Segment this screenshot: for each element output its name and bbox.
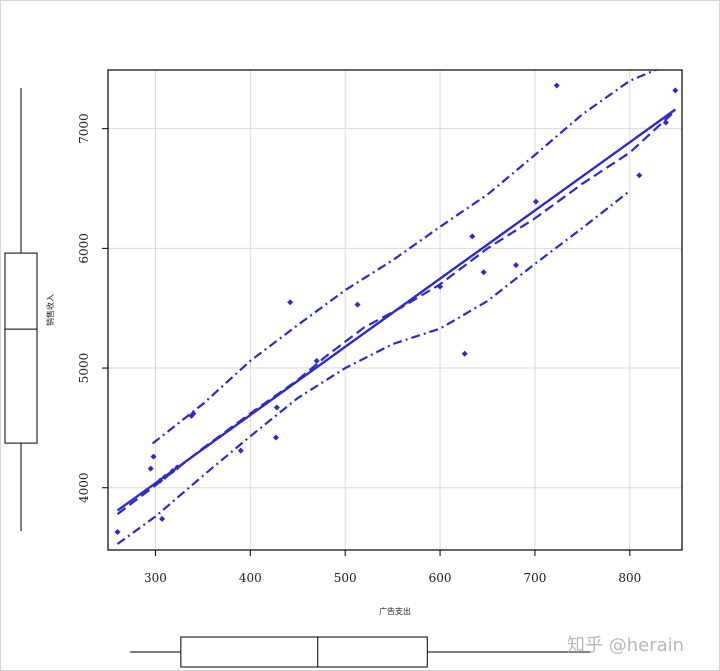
smooth-curve [116, 109, 677, 515]
confidence-bands [116, 70, 659, 545]
y-tick-label: 5000 [77, 353, 91, 384]
x-boxplot-box [180, 636, 428, 668]
data-point [437, 283, 444, 290]
x-tick-label: 700 [523, 571, 546, 585]
data-point [272, 434, 279, 441]
fit-line [116, 108, 677, 512]
data-point [461, 350, 468, 357]
data-point [169, 467, 176, 474]
data-point [636, 172, 643, 179]
data-point [157, 477, 164, 484]
y-tick-label: 4000 [77, 472, 91, 503]
x-tick-label: 400 [239, 571, 262, 585]
regression-line [116, 108, 677, 512]
data-point [553, 82, 560, 89]
y-axis-label: 销售收入 [45, 294, 55, 326]
data-point [313, 357, 320, 364]
upper-band-line [151, 70, 659, 445]
data-point [287, 299, 294, 306]
y-axis-ticks: 4000 5000 6000 7000 [77, 113, 108, 503]
data-point [174, 464, 181, 471]
data-point [532, 198, 539, 205]
y-tick-label: 7000 [77, 113, 91, 144]
data-points [114, 82, 679, 536]
x-axis-label: 广告支出 [379, 606, 411, 616]
grid [108, 70, 682, 550]
smooth-line [116, 109, 677, 515]
x-tick-label: 600 [429, 571, 452, 585]
x-tick-label: 800 [618, 571, 641, 585]
plot-border [107, 69, 683, 551]
data-point [662, 119, 669, 126]
x-axis-ticks: 300 400 500 600 700 800 [144, 550, 641, 585]
y-boxplot-box [4, 252, 38, 444]
data-point [273, 404, 280, 411]
lower-band-line [116, 190, 631, 545]
data-point [672, 87, 679, 94]
x-tick-label: 500 [334, 571, 357, 585]
data-point [512, 262, 519, 269]
data-point [161, 473, 168, 480]
data-point [237, 447, 244, 454]
x-boxplot [130, 636, 590, 668]
data-point [354, 301, 361, 308]
data-point [159, 515, 166, 522]
y-boxplot [4, 88, 38, 531]
data-point [469, 233, 476, 240]
data-point [190, 410, 197, 417]
watermark: 知乎 @herain [567, 635, 684, 656]
data-point [114, 529, 121, 536]
data-point [150, 453, 157, 460]
x-tick-label: 300 [144, 571, 167, 585]
data-point [480, 269, 487, 276]
data-point [147, 465, 154, 472]
y-tick-label: 6000 [77, 233, 91, 264]
